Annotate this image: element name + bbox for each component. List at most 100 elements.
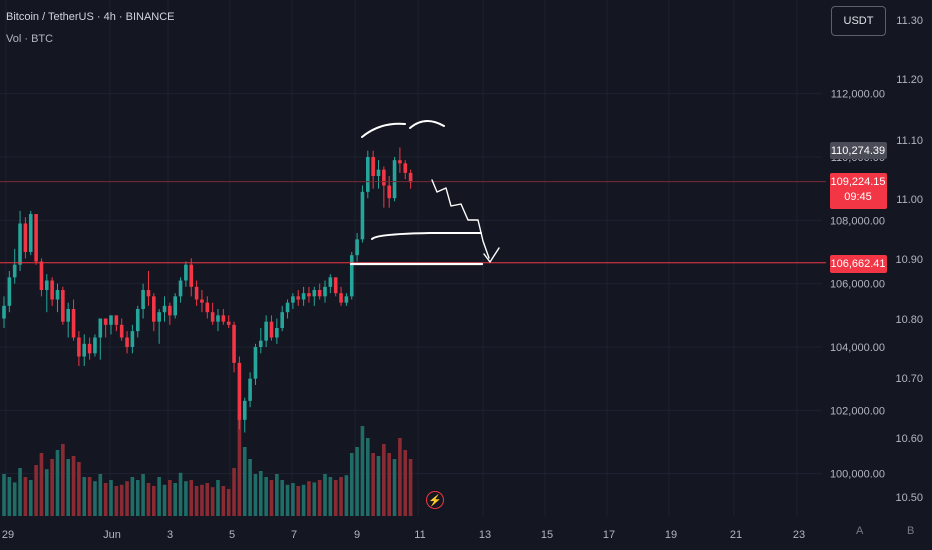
volume-legend: Vol · BTC: [6, 33, 54, 45]
candle-body: [61, 290, 65, 322]
candle-body: [275, 328, 279, 338]
user-drawings: [349, 120, 500, 266]
candle-body: [328, 277, 333, 287]
volume-bar: [344, 475, 349, 516]
candle-body: [221, 315, 226, 322]
candle-body: [339, 293, 343, 303]
volume-bar: [376, 456, 381, 516]
volume-bar: [200, 484, 204, 516]
candle-body: [307, 293, 311, 297]
volume-bar: [371, 453, 375, 516]
candle-body: [392, 160, 397, 199]
volume-bar: [152, 486, 156, 516]
volume-bar: [221, 486, 226, 516]
volume-bar: [77, 462, 81, 516]
candle-body: [382, 169, 386, 186]
volume-bar: [178, 472, 183, 516]
candle-body: [259, 340, 263, 347]
volume-bar: [285, 484, 290, 516]
volume-bar: [237, 414, 242, 516]
candle-body: [152, 296, 156, 322]
volume-bar: [216, 480, 220, 516]
candle-body: [12, 264, 17, 278]
volume-bar: [210, 487, 215, 516]
candle-body: [71, 309, 76, 338]
candle-body: [23, 223, 28, 253]
level-price-label-bg: [830, 255, 887, 273]
time-tick-label: 7: [291, 529, 297, 541]
candle-body: [173, 296, 177, 316]
candle-body: [82, 343, 87, 357]
candle-body: [77, 337, 81, 357]
currency-button[interactable]: USDT: [831, 6, 886, 36]
candle-body: [280, 312, 284, 329]
candle-body: [317, 290, 322, 297]
time-tick-label: 13: [479, 529, 491, 541]
time-tick-label: 19: [665, 529, 677, 541]
volume-bar: [168, 480, 172, 516]
volume-bar: [114, 486, 119, 516]
candle-body: [371, 157, 375, 177]
volume-bar: [355, 447, 359, 516]
secondary-tick-label: 10.70: [895, 373, 923, 385]
candle-body: [253, 347, 258, 379]
volume-bar: [50, 459, 54, 516]
volume-bar: [403, 450, 408, 516]
candlesticks: [2, 147, 413, 433]
volume-bar: [146, 483, 151, 516]
drawing-arc-left: [361, 122, 406, 138]
candle-body: [291, 296, 295, 303]
volume-bar: [189, 480, 194, 516]
level-price-label-text: 106,662.41: [830, 258, 885, 270]
time-tick-label: 15: [541, 529, 553, 541]
time-tick-label: 17: [603, 529, 615, 541]
candle-body: [93, 337, 97, 354]
candle-body: [242, 400, 247, 420]
price-tick-label: 108,000.00: [830, 215, 885, 227]
candle-body: [323, 286, 327, 297]
candle-body: [376, 169, 381, 177]
volume-bar: [301, 484, 306, 516]
symbol-title[interactable]: Bitcoin / TetherUS · 4h · BINANCE: [6, 11, 175, 23]
time-tick-label: 5: [229, 529, 235, 541]
candle-body: [387, 185, 391, 199]
volume-bar: [269, 480, 274, 516]
time-tick-label: 11: [414, 529, 425, 541]
drawing-down-arrow: [431, 179, 490, 259]
candle-body: [157, 312, 161, 322]
volume-bar: [45, 469, 49, 516]
flash-icon[interactable]: ⚡: [426, 491, 444, 509]
volume-bar: [87, 477, 92, 516]
volume-bar: [296, 486, 301, 516]
volume-bar: [98, 474, 103, 516]
candle-body: [269, 321, 274, 338]
candle-body: [2, 305, 6, 319]
volume-bar: [323, 474, 327, 516]
candle-body: [189, 264, 194, 287]
candle-body: [296, 296, 301, 300]
candle-body: [408, 172, 413, 183]
volume-bar: [317, 480, 322, 516]
current-price-label-text: 09:45: [844, 191, 872, 203]
candle-body: [366, 157, 370, 192]
volume-bar: [34, 465, 38, 516]
candle-body: [119, 324, 124, 338]
volume-bar: [398, 438, 402, 516]
candle-body: [50, 280, 54, 300]
volume-bar: [360, 426, 365, 516]
secondary-tick-label: 11.10: [896, 135, 923, 147]
secondary-tick-label: 11.20: [896, 74, 923, 86]
high-price-label-bg: [830, 142, 887, 159]
volume-bar: [328, 477, 333, 516]
log-scale-button[interactable]: B: [907, 525, 915, 537]
secondary-tick-label: 10.90: [895, 254, 923, 266]
volume-bar: [157, 477, 161, 516]
auto-scale-button[interactable]: A: [856, 525, 864, 537]
high-price-label-text: 110,274.39: [831, 145, 885, 157]
time-tick-label: 9: [354, 529, 360, 541]
candle-body: [360, 191, 365, 240]
volume-bar: [307, 481, 311, 516]
time-tick-label: 3: [167, 529, 173, 541]
volume-bar: [184, 481, 188, 516]
